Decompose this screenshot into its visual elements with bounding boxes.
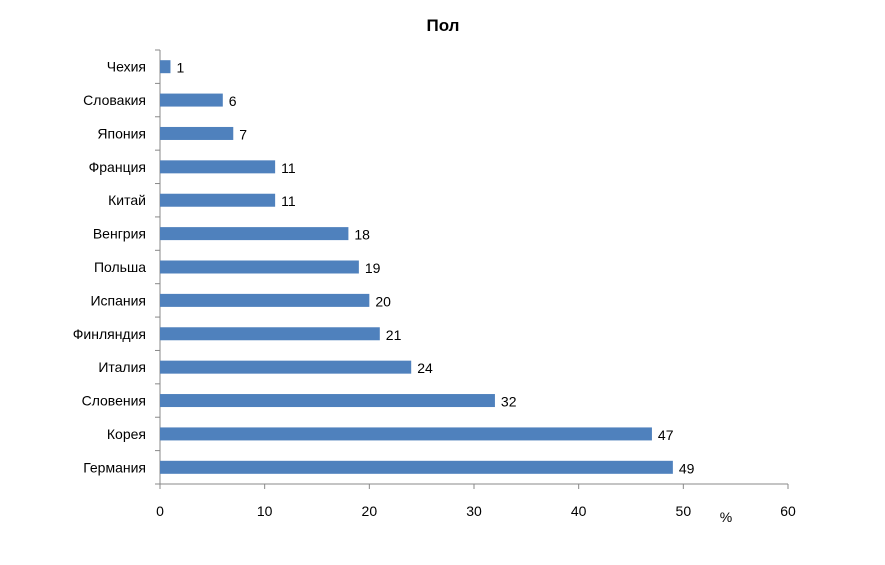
x-axis-tick-label: 50 [676, 503, 692, 519]
data-label: 19 [365, 260, 381, 276]
category-label: Финляндия [73, 326, 146, 342]
x-axis-tick-label: 40 [571, 503, 587, 519]
bar [160, 193, 276, 207]
category-label: Италия [98, 359, 146, 375]
data-label: 18 [354, 227, 370, 243]
data-label: 7 [239, 126, 247, 142]
bar [160, 93, 223, 107]
x-axis-tick-label: 20 [362, 503, 378, 519]
data-label: 24 [417, 360, 433, 376]
data-label: 11 [281, 160, 296, 176]
chart-title: Пол [427, 16, 460, 35]
bar [160, 460, 673, 474]
data-labels: 49 47 32 24 21 20 19 18 11 11 7 6 1 [176, 60, 694, 477]
data-label: 49 [679, 460, 695, 476]
x-axis-tick-label: 0 [156, 503, 164, 519]
bar [160, 227, 349, 241]
bars [160, 60, 673, 474]
category-label: Польша [94, 259, 146, 275]
category-label: Германия [83, 459, 146, 475]
bar [160, 60, 171, 74]
category-label: Венгрия [93, 226, 146, 242]
bar [160, 327, 380, 341]
bar [160, 360, 412, 374]
data-label: 1 [176, 60, 184, 76]
x-axis-unit-label: % [720, 509, 732, 525]
category-label: Япония [97, 125, 146, 141]
x-axis-tick-label: 10 [257, 503, 273, 519]
data-label: 32 [501, 394, 517, 410]
data-label: 21 [386, 327, 402, 343]
bar [160, 260, 359, 274]
x-axis-tick-label: 30 [466, 503, 482, 519]
category-label: Корея [107, 426, 146, 442]
category-labels: Германия Корея Словения Италия Финляндия Испа… [73, 59, 146, 476]
category-label: Испания [90, 292, 146, 308]
y-axis-tick-marks [155, 49, 160, 485]
bar [160, 160, 276, 174]
data-label: 11 [281, 193, 296, 209]
data-label: 47 [658, 427, 674, 443]
bar [160, 394, 495, 408]
category-label: Чехия [107, 59, 146, 75]
data-label: 20 [375, 293, 391, 309]
x-axis-ticks: 0 10 20 30 40 50 60 [156, 484, 796, 519]
category-label: Словакия [83, 92, 146, 108]
bar [160, 427, 652, 441]
category-label: Франция [89, 159, 146, 175]
bar [160, 126, 234, 140]
bar [160, 293, 370, 307]
data-label: 6 [229, 93, 237, 109]
category-label: Словения [82, 393, 146, 409]
category-label: Китай [108, 192, 146, 208]
x-axis-tick-label: 60 [780, 503, 796, 519]
